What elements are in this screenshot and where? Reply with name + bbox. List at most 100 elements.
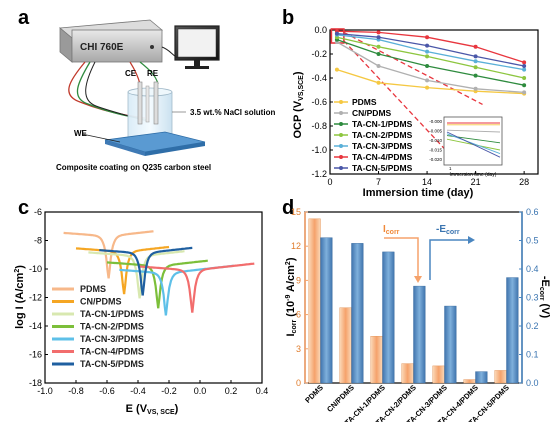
panel-b-point [425, 35, 430, 40]
panel-b-point [522, 83, 527, 88]
panel-b-label: b [282, 7, 294, 29]
panel-c-xlabel: E (VVS, SCE) [126, 403, 179, 416]
instrument-label: CHI 760E [80, 42, 124, 53]
panel-d-ytick-left-label: 12 [291, 241, 301, 251]
panel-c-legend-label: TA-CN-1/PDMS [80, 309, 144, 319]
panel-d-ecorr-bar [475, 371, 488, 384]
panel-d-arrowhead-ecorr [468, 236, 475, 244]
panel-b-point [334, 31, 339, 36]
panel-c-legend-label: TA-CN-3/PDMS [80, 334, 144, 344]
panel-d-ecorr-bar [444, 305, 457, 384]
solution-label: 3.5 wt.% NaCl solution [190, 108, 275, 117]
panel-b-ylabel: OCP (VVS,SCE) [292, 71, 305, 138]
panel-c-tafel-chart: c log I (A/cm2) E (VVS, SCE) -6 -8 -10 -12 -… [14, 197, 268, 416]
panel-d-bar-chart: d Icorr (10-9 A/cm2) -Ecorr (V) 0 3 6 9 12 15… [282, 197, 550, 422]
panel-b-legend-marker [339, 111, 343, 115]
panel-d-category-label: CN/PDMS [325, 383, 356, 414]
panel-c-ytick-label: -10 [29, 264, 42, 274]
panel-b-legend-marker [339, 122, 343, 126]
panel-c-cathodic-branch [191, 262, 255, 313]
panel-a-schematic: a CHI 760E CE RE [18, 7, 275, 172]
panel-b-inset-line [446, 133, 501, 155]
panel-b-legend-marker [339, 133, 343, 137]
panel-d-ytick-left-label: 3 [296, 344, 301, 354]
substrate-caption: Composite coating on Q235 carbon steel [56, 163, 211, 172]
panel-b-point [376, 52, 381, 56]
panel-b-xtick-label: 14 [422, 177, 432, 187]
panel-d-icorr-bar [308, 218, 321, 384]
panel-b-legend-label: TA-CN-2/PDMS [352, 130, 413, 140]
panel-b-point [522, 64, 527, 68]
panel-b-point [425, 85, 430, 90]
panel-b-legend-marker [339, 166, 343, 170]
electrochemical-workstation-icon: CHI 760E [58, 19, 164, 63]
panel-b-point [473, 54, 478, 59]
panel-d-annotation-icorr: Icorr [383, 224, 400, 236]
panel-b-legend-label: CN/PDMS [352, 108, 392, 118]
panel-b-inset: -0.000 -0.005 -0.010 -0.015 -0.020 1Immersion… [429, 116, 503, 178]
panel-c-cathodic-branch [138, 250, 185, 299]
panel-b-xtick-label: 0 [327, 177, 332, 187]
panel-b-point [473, 73, 478, 78]
panel-d-ytick-right-label: 0.5 [526, 236, 539, 246]
panel-d-ylabel-left: Icorr (10-9 A/cm2) [285, 257, 298, 336]
panel-b-zoom-guide [343, 40, 449, 153]
panel-b-point [376, 64, 381, 68]
panel-d-ytick-right-label: 0.3 [526, 293, 539, 303]
panel-c-xtick-label: 0.4 [256, 386, 269, 396]
panel-b-point [522, 67, 527, 72]
panel-b-xtick-label: 7 [376, 177, 381, 187]
panel-d-icorr-bar [339, 307, 352, 384]
panel-b-point [522, 60, 527, 65]
panel-b-point [473, 86, 478, 91]
panel-d-ecorr-bar [413, 285, 426, 384]
panel-c-legend-label: CN/PDMS [80, 297, 122, 307]
panel-c-cathodic-branch [141, 246, 193, 296]
panel-b-point [376, 35, 381, 40]
panel-c-xtick-label: 0.0 [194, 386, 207, 396]
panel-c-xtick-label: -0.2 [161, 386, 177, 396]
panel-d-ecorr-bar [320, 237, 333, 384]
panel-c-legend-label: TA-CN-2/PDMS [80, 322, 144, 332]
panel-d-icorr-bar [401, 363, 414, 384]
panel-b-ytick-label: -0.2 [311, 49, 327, 59]
panel-b-ytick-label: 0.0 [314, 25, 327, 35]
panel-d-ytick-left-label: 0 [296, 378, 301, 388]
panel-b-inset-ytick: -0.015 [429, 148, 442, 153]
ce-label: CE [125, 69, 137, 78]
panel-d-ytick-right-label: 0.4 [526, 264, 539, 274]
panel-b-legend-label: TA-CN-5/PDMS [352, 163, 413, 173]
panel-b-legend-marker [339, 100, 343, 104]
panel-b-legend-label: TA-CN-3/PDMS [352, 141, 413, 151]
panel-b-inset-frame [443, 116, 503, 166]
panel-d-ytick-right-label: 0.1 [526, 350, 539, 360]
panel-b-legend-marker [339, 144, 343, 148]
panel-b-ytick-label: -0.4 [311, 73, 327, 83]
panel-c-ytick-label: -16 [29, 350, 42, 360]
panel-c-ylabel: log I (A/cm2) [14, 265, 26, 329]
panel-d-ecorr-bar [382, 251, 395, 384]
panel-b-ytick-label: -0.8 [311, 121, 327, 131]
panel-b-xtick-label: 28 [519, 177, 529, 187]
panel-c-label: c [18, 197, 29, 219]
panel-b-point [522, 76, 527, 80]
panel-b-point [425, 64, 430, 68]
panel-b-point [425, 54, 430, 59]
panel-d-arrow-icorr [384, 237, 419, 278]
panel-b-point [473, 65, 478, 70]
panel-b-point [522, 90, 527, 95]
panel-c-ytick-label: -6 [34, 207, 42, 217]
panel-b-point [473, 44, 478, 49]
panel-b-inset-ytick: -0.020 [429, 157, 442, 162]
panel-c-ytick-label: -8 [34, 236, 42, 246]
panel-b-legend-label: TA-CN-4/PDMS [352, 152, 413, 162]
re-label: RE [147, 69, 159, 78]
panel-b-inset-line [446, 129, 501, 133]
panel-d-ytick-right-label: 0.2 [526, 321, 539, 331]
panel-b-point [473, 59, 478, 64]
panel-b-ytick-label: -0.6 [311, 97, 327, 107]
panel-c-anodic-branch [99, 249, 144, 296]
we-label: WE [74, 129, 88, 138]
panel-d-ytick-left-label: 15 [291, 207, 301, 217]
